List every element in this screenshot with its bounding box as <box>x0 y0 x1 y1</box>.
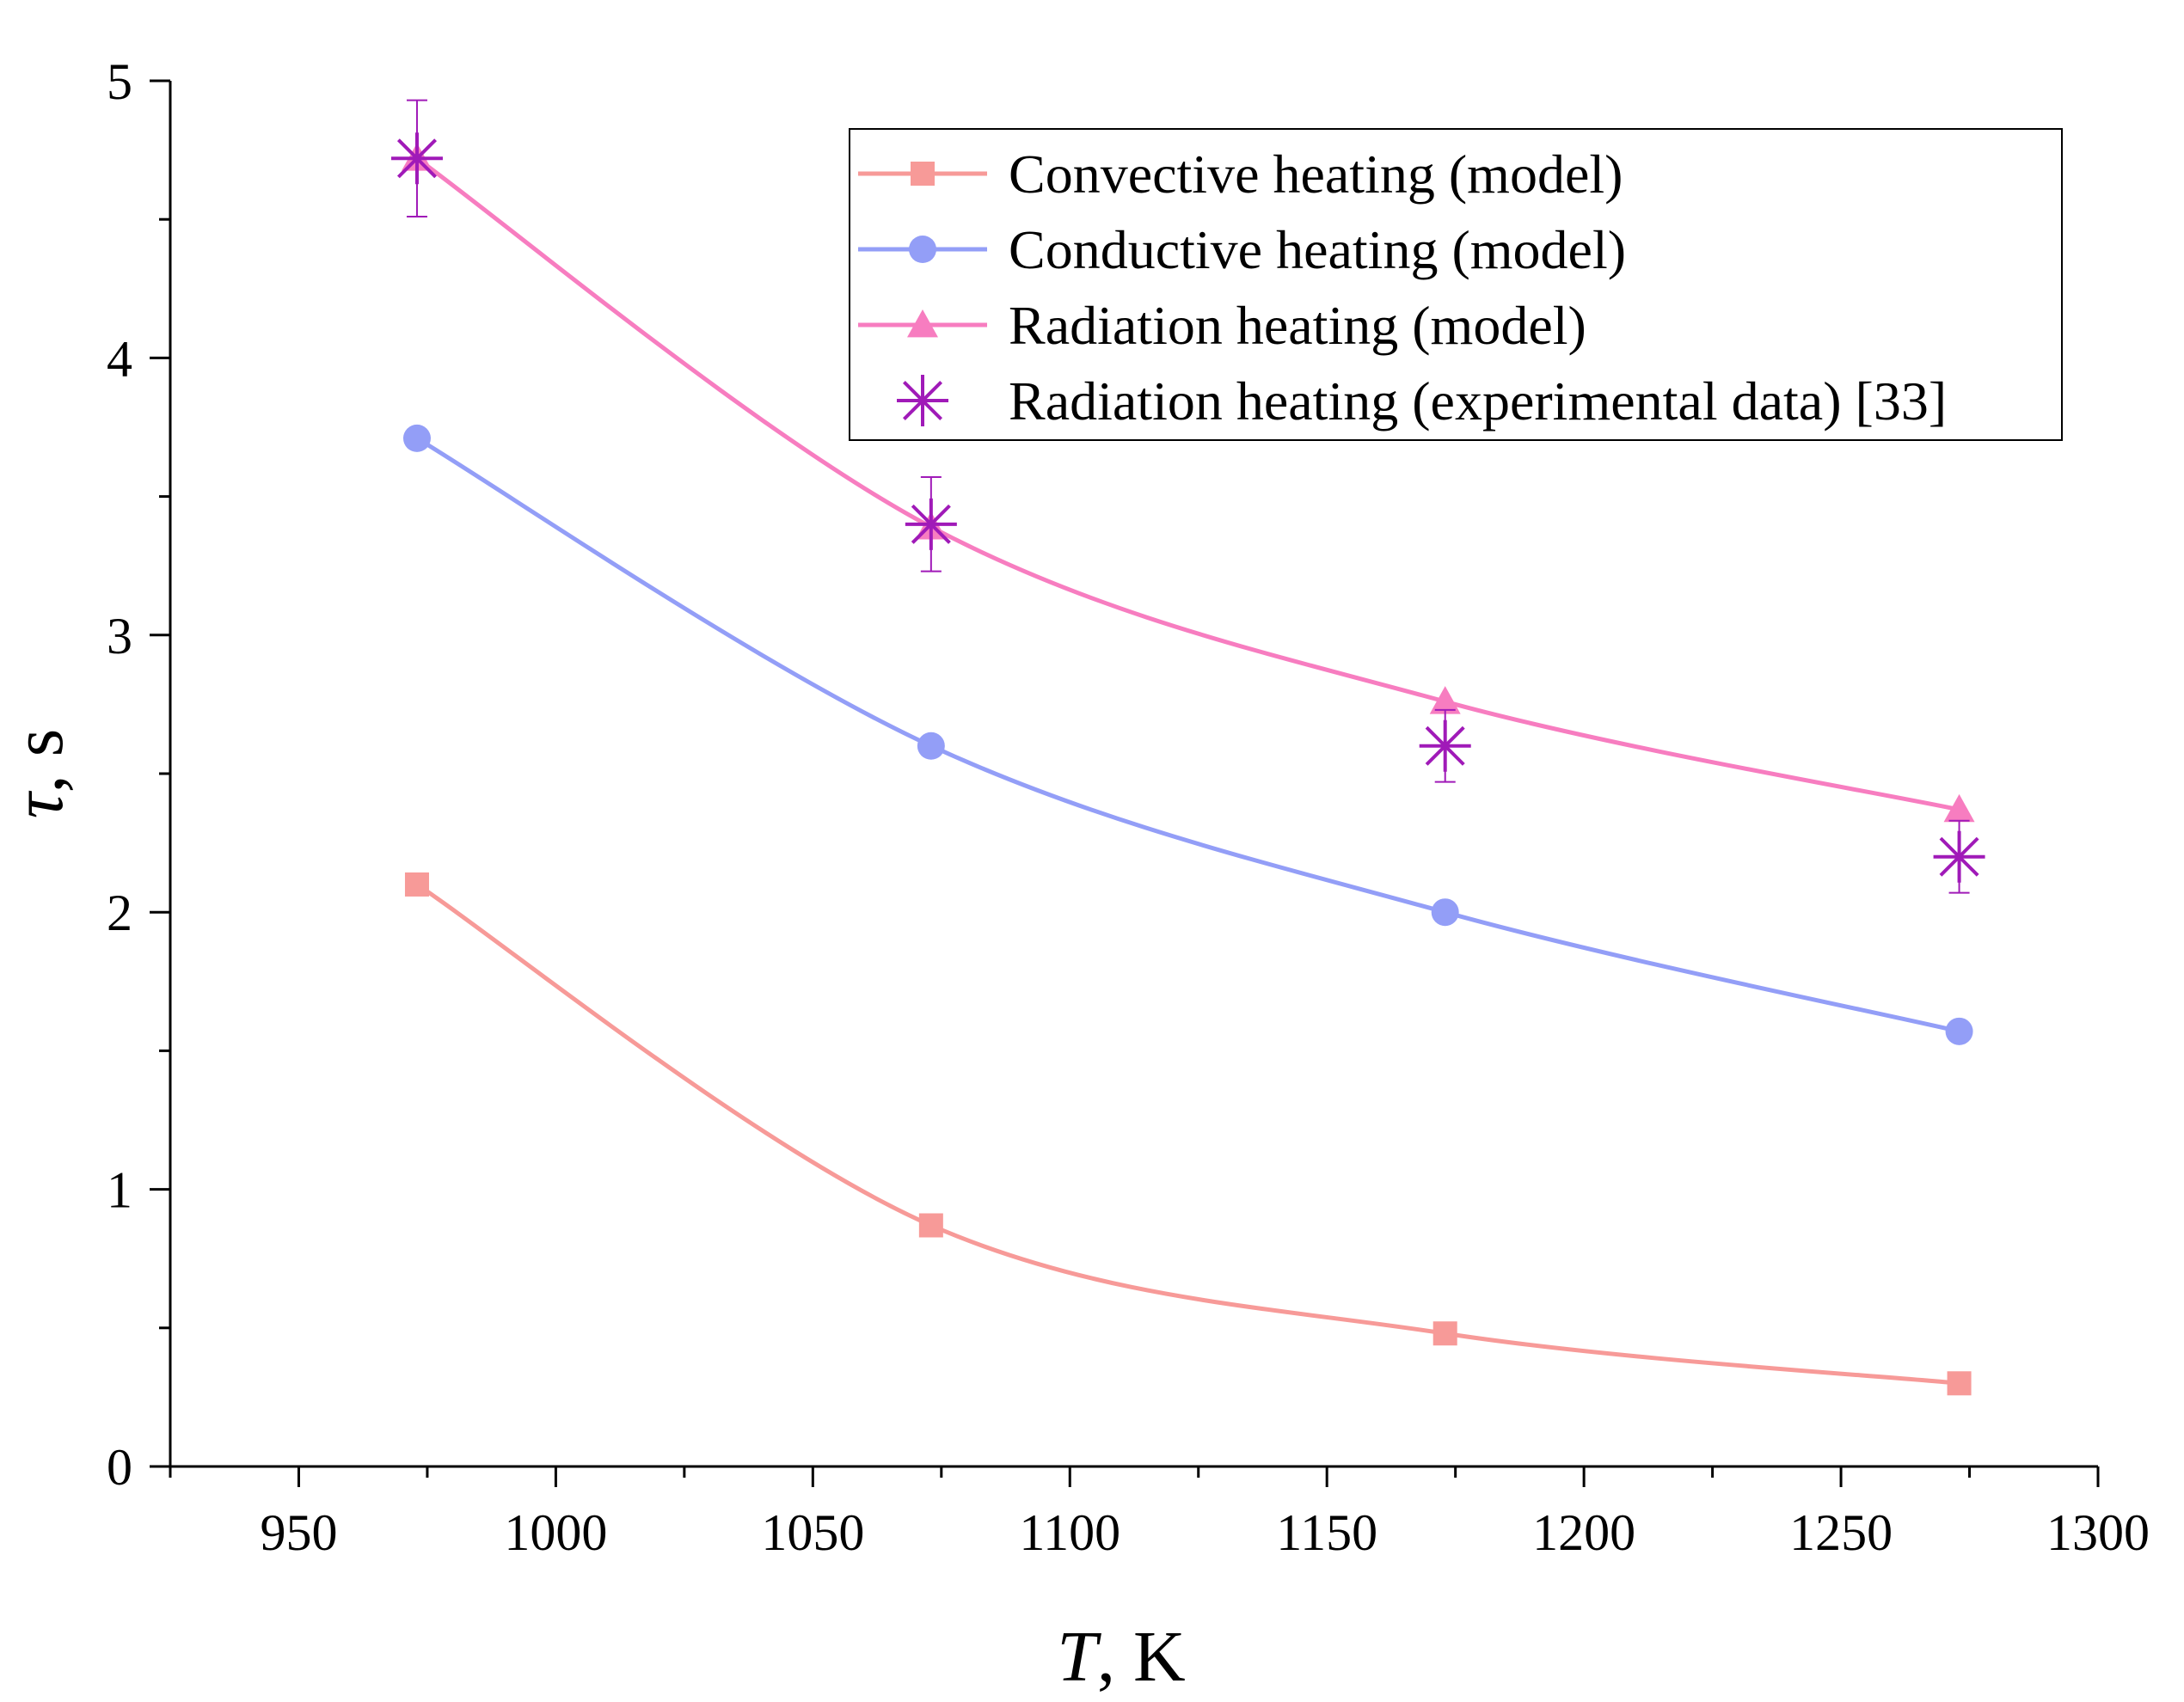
asterisk-marker <box>897 375 948 426</box>
series-asterisk <box>390 99 1985 894</box>
legend-entry: Radiation heating (experimental data) [3… <box>897 370 1947 432</box>
series-line <box>415 156 1960 812</box>
y-axis-title: τ, s <box>0 729 78 819</box>
x-tick-label: 1150 <box>1276 1504 1377 1561</box>
y-tick-label: 1 <box>107 1162 132 1219</box>
y-tick-label: 5 <box>107 53 132 110</box>
y-tick-label: 2 <box>107 885 132 941</box>
triangle-marker <box>1429 686 1461 714</box>
x-tick-label: 1100 <box>1019 1504 1120 1561</box>
legend-label: Radiation heating (experimental data) [3… <box>1009 370 1947 432</box>
square-marker <box>1947 1371 1972 1396</box>
asterisk-marker <box>905 498 957 550</box>
legend-box <box>849 128 2063 441</box>
x-tick-label: 1000 <box>504 1504 607 1561</box>
series-line <box>415 436 1960 1034</box>
circle-marker <box>909 236 936 263</box>
asterisk-stroke <box>902 380 943 421</box>
x-tick-label: 1250 <box>1789 1504 1893 1561</box>
y-tick-label: 4 <box>107 330 132 387</box>
asterisk-marker <box>390 132 443 185</box>
circle-marker <box>1431 898 1459 927</box>
asterisk-marker <box>1933 830 1985 883</box>
square-marker <box>911 162 935 186</box>
circle-marker <box>402 424 431 452</box>
y-tick-label: 0 <box>107 1439 132 1496</box>
y-tick-label: 3 <box>107 608 132 664</box>
x-tick-label: 1200 <box>1532 1504 1635 1561</box>
y-axis-variable: τ <box>0 790 78 818</box>
y-axis-unit: , s <box>0 729 78 793</box>
asterisk-stroke <box>911 504 951 544</box>
series-square <box>404 872 1972 1396</box>
x-tick-label: 1050 <box>761 1504 864 1561</box>
legend-label: Convective heating (model) <box>1009 144 1623 205</box>
series-circle <box>402 424 1973 1045</box>
square-marker <box>1432 1321 1457 1346</box>
square-marker <box>404 872 429 897</box>
axes: 950 1000 1050 1100 1150 1200 1250 1300 0 1 2 3 4 5 <box>107 53 2150 1561</box>
x-axis-title: T, K <box>1057 1617 1185 1697</box>
legend-label: Conductive heating (model) <box>1009 219 1626 280</box>
x-tick-label: 950 <box>260 1504 337 1561</box>
x-axis-variable: T <box>1057 1617 1101 1697</box>
triangle-marker <box>1943 793 1975 823</box>
circle-marker <box>917 732 945 760</box>
asterisk-stroke <box>1939 836 1979 877</box>
legend-entry: Radiation heating (model) <box>858 295 1586 356</box>
asterisk-stroke <box>1425 725 1465 766</box>
legend: Convective heating (model) Conductive hea… <box>849 128 2063 441</box>
triangle-marker <box>907 309 938 338</box>
x-tick-label: 1300 <box>2046 1504 2150 1561</box>
legend-entry: Convective heating (model) <box>858 144 1623 205</box>
legend-label: Radiation heating (model) <box>1009 295 1586 356</box>
circle-marker <box>1945 1017 1973 1045</box>
asterisk-marker <box>1419 719 1471 772</box>
square-marker <box>918 1213 943 1238</box>
asterisk-stroke <box>396 138 437 179</box>
x-axis-unit: , K <box>1097 1617 1186 1697</box>
plot-area <box>390 99 1985 1396</box>
series-line <box>415 882 1960 1386</box>
legend-entry: Conductive heating (model) <box>858 219 1626 280</box>
